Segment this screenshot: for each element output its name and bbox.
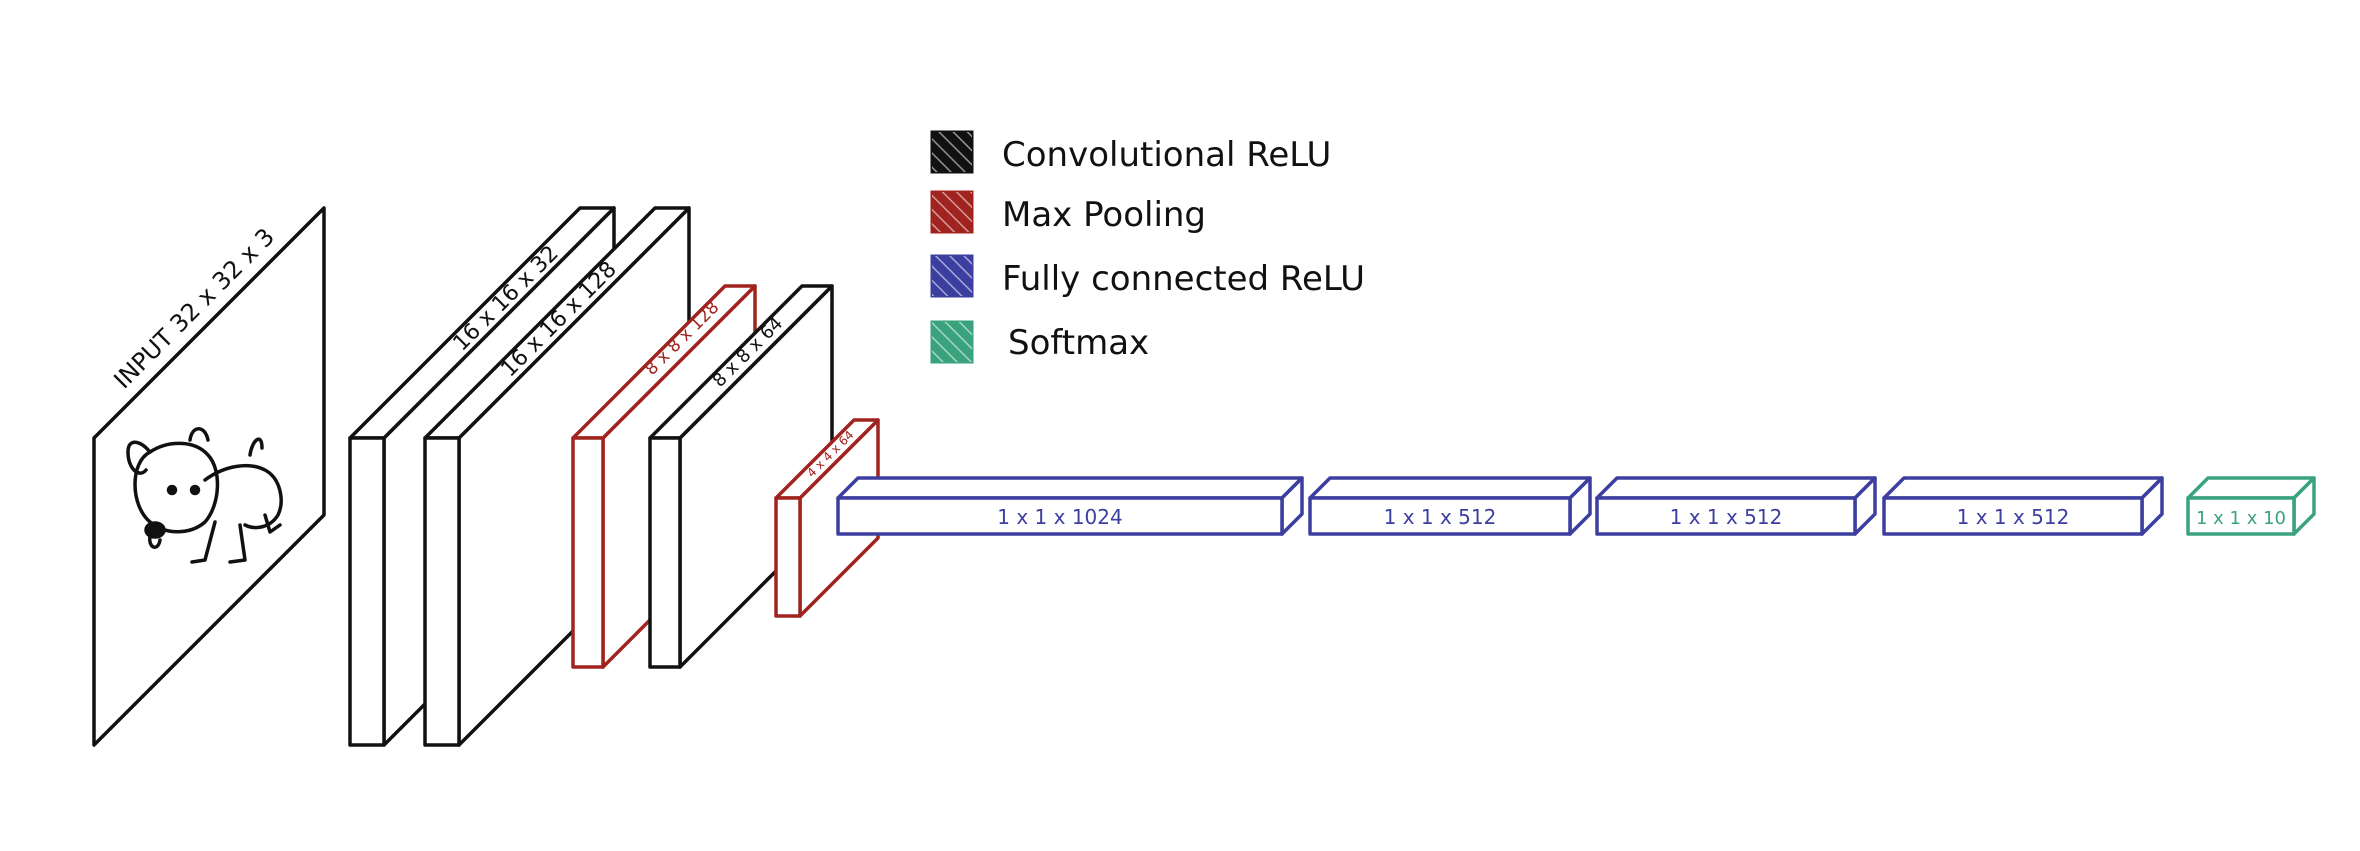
fc-layer-1-label: 1 x 1 x 1024	[997, 505, 1122, 529]
input-layer: INPUT 32 x 32 x 3	[92, 206, 326, 747]
legend-item-pool: Max Pooling	[930, 190, 1206, 235]
legend-label-pool: Max Pooling	[1002, 195, 1206, 235]
legend-label-softmax: Softmax	[1008, 323, 1149, 363]
fc-layer-3-label: 1 x 1 x 512	[1670, 505, 1783, 529]
legend-label-conv: Convolutional ReLU	[1002, 135, 1331, 175]
legend: Convolutional ReLU Max Pooling Fully con…	[930, 130, 1365, 364]
softmax-layer: 1 x 1 x 10	[2186, 476, 2316, 536]
legend-item-fc: Fully connected ReLU	[930, 254, 1365, 299]
softmax-layer-label: 1 x 1 x 10	[2196, 508, 2286, 529]
fc-layer-2-label: 1 x 1 x 512	[1384, 505, 1497, 529]
conv-layer-3: 8 x 8 x 64	[648, 284, 834, 669]
dog-drawing-icon	[126, 427, 283, 564]
fc-layer-1: 1 x 1 x 1024	[836, 476, 1304, 536]
legend-label-fc: Fully connected ReLU	[1002, 259, 1365, 299]
fc-layer-3: 1 x 1 x 512	[1595, 476, 1877, 536]
legend-item-conv: Convolutional ReLU	[930, 130, 1331, 175]
fc-layer-4: 1 x 1 x 512	[1882, 476, 2164, 536]
fc-layer-4-label: 1 x 1 x 512	[1957, 505, 2070, 529]
legend-item-softmax: Softmax	[930, 320, 1149, 364]
fc-layer-2: 1 x 1 x 512	[1308, 476, 1592, 536]
